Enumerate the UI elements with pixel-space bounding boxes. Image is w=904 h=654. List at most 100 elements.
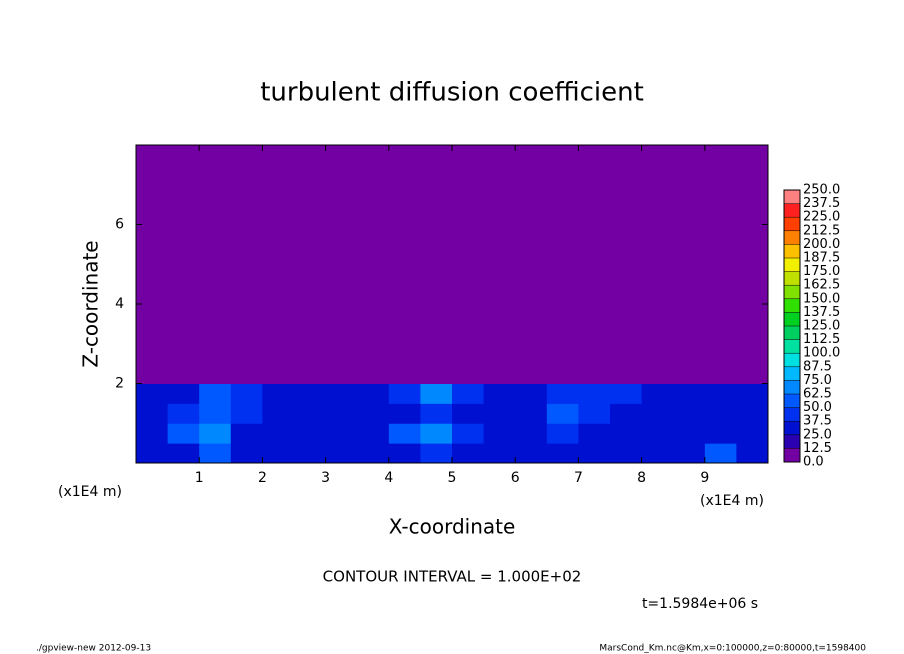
colorbar-swatch: [784, 366, 800, 381]
heat-cell: [578, 443, 611, 464]
heat-cell: [515, 145, 548, 384]
heat-cell: [357, 383, 390, 404]
heat-cell: [736, 383, 769, 404]
heat-cell: [452, 443, 485, 464]
colorbar-swatch: [784, 326, 800, 340]
x-tick-label: 9: [700, 470, 709, 486]
colorbar-swatch: [784, 339, 800, 354]
heat-cell: [262, 423, 295, 444]
heat-cell: [515, 383, 548, 404]
heat-cell: [483, 383, 516, 404]
time-note: t=1.5984e+06 s: [642, 596, 758, 612]
colorbar-label: 100.0: [803, 346, 840, 361]
heat-cell: [641, 145, 674, 384]
heat-cell: [230, 145, 263, 384]
y-tick-label: 6: [115, 217, 124, 233]
heat-cell: [262, 443, 295, 464]
x-tick-label: 7: [574, 470, 583, 486]
heat-cell: [546, 443, 579, 464]
heat-cell: [641, 403, 674, 424]
heat-cell: [325, 145, 358, 384]
colorbar-swatch: [784, 353, 800, 367]
y-tick-label: 2: [115, 376, 124, 392]
heat-cell: [673, 443, 706, 464]
heat-cell: [704, 423, 737, 444]
heat-cell: [357, 443, 390, 464]
heat-cell: [704, 403, 737, 424]
x-tick-label: 1: [195, 470, 204, 486]
colorbar-swatch: [784, 258, 800, 272]
x-tick-label: 4: [384, 470, 393, 486]
colorbar-label: 0.0: [803, 455, 824, 470]
heat-cell: [420, 423, 453, 444]
colorbar-swatch: [784, 190, 800, 204]
colorbar-swatch: [784, 298, 800, 313]
heat-cell: [325, 443, 358, 464]
colorbar-swatch: [784, 230, 800, 245]
heat-cell: [199, 443, 232, 464]
heat-cell: [136, 423, 169, 444]
y-axis-label: Z-coordinate: [79, 240, 103, 367]
colorbar-swatch: [784, 380, 800, 394]
heat-cell: [230, 403, 263, 424]
heat-cell: [388, 403, 421, 424]
heat-cell: [578, 145, 611, 384]
colorbar-label: 137.5: [803, 305, 840, 320]
colorbar-label: 125.0: [803, 319, 840, 334]
heat-cell: [673, 403, 706, 424]
heat-cell: [452, 403, 485, 424]
heat-cell: [325, 403, 358, 424]
heat-cell: [357, 423, 390, 444]
colorbar-label: 187.5: [803, 251, 840, 266]
heat-cell: [610, 403, 643, 424]
colorbar-swatch: [784, 217, 800, 231]
heat-cell: [388, 423, 421, 444]
heat-cell: [610, 423, 643, 444]
heat-cell: [736, 443, 769, 464]
heat-cell: [546, 403, 579, 424]
heat-cell: [515, 403, 548, 424]
heat-cell: [673, 145, 706, 384]
colorbar-swatch: [784, 448, 800, 462]
footer-right: MarsCond_Km.nc@Km,x=0:100000,z=0:80000,t…: [599, 644, 866, 654]
heat-cell: [578, 423, 611, 444]
heat-cell: [357, 403, 390, 424]
colorbar-label: 87.5: [803, 359, 832, 374]
heat-cell: [452, 383, 485, 404]
colorbar-swatch: [784, 407, 800, 422]
colorbar-swatch: [784, 434, 800, 449]
colorbar-swatch: [784, 312, 800, 326]
heat-cell: [420, 403, 453, 424]
heat-cell: [704, 383, 737, 404]
heat-cell: [230, 443, 263, 464]
heat-cell: [136, 403, 169, 424]
heat-cell: [736, 145, 769, 384]
x-unit-left: (x1E4 m): [58, 484, 122, 500]
contour-note: CONTOUR INTERVAL = 1.000E+02: [323, 568, 582, 586]
heat-cell: [357, 145, 390, 384]
heat-cell: [167, 383, 200, 404]
heat-cell: [136, 145, 169, 384]
heat-cell: [199, 383, 232, 404]
x-unit-right: (x1E4 m): [700, 493, 764, 509]
colorbar-label: 150.0: [803, 291, 840, 306]
heat-cell: [230, 423, 263, 444]
heat-cell: [199, 423, 232, 444]
heat-cell: [294, 145, 327, 384]
heat-cell: [388, 443, 421, 464]
colorbar-label: 212.5: [803, 223, 840, 238]
heat-cell: [167, 403, 200, 424]
x-tick-label: 3: [321, 470, 330, 486]
heat-cell: [515, 423, 548, 444]
colorbar-swatch: [784, 203, 800, 218]
heat-cell: [294, 403, 327, 424]
heat-cell: [420, 383, 453, 404]
colorbar-label: 25.0: [803, 427, 832, 442]
heat-cell: [736, 423, 769, 444]
heat-cell: [136, 383, 169, 404]
heat-cell: [167, 423, 200, 444]
colorbar-swatch: [784, 244, 800, 258]
heat-cell: [483, 443, 516, 464]
heat-cell: [452, 145, 485, 384]
